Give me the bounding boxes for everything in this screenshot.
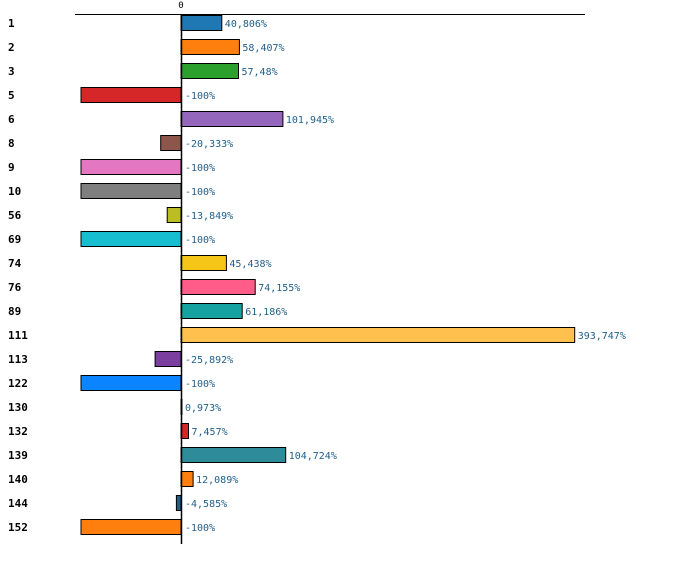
bar-56 xyxy=(166,207,182,223)
bar-10 xyxy=(80,183,182,199)
value-label: -4,585% xyxy=(185,499,227,510)
category-label: 139 xyxy=(8,449,28,462)
bar-76 xyxy=(180,279,256,295)
category-label: 6 xyxy=(8,113,15,126)
value-label: -100% xyxy=(185,379,215,390)
value-label: -100% xyxy=(185,187,215,198)
value-label: 57,48% xyxy=(242,67,278,78)
value-label: 45,438% xyxy=(229,259,271,270)
category-label: 8 xyxy=(8,137,15,150)
value-label: -13,849% xyxy=(185,211,233,222)
bar-8 xyxy=(160,135,182,151)
category-label: 113 xyxy=(8,353,28,366)
value-label: -20,333% xyxy=(185,139,233,150)
category-label: 2 xyxy=(8,41,15,54)
category-label: 89 xyxy=(8,305,21,318)
value-label: 74,155% xyxy=(258,283,300,294)
category-label: 74 xyxy=(8,257,22,270)
category-label: 140 xyxy=(8,473,28,486)
zero-tick-label: 0 xyxy=(178,1,183,11)
value-label: 40,806% xyxy=(225,19,267,30)
category-label: 152 xyxy=(8,521,28,534)
value-label: 104,724% xyxy=(289,451,337,462)
bar-1 xyxy=(180,15,223,31)
bar-9 xyxy=(80,159,182,175)
category-label: 69 xyxy=(8,233,21,246)
bar-152 xyxy=(80,519,182,535)
value-label: -100% xyxy=(185,523,215,534)
value-label: 101,945% xyxy=(286,115,334,126)
bar-139 xyxy=(180,447,287,463)
category-label: 3 xyxy=(8,65,15,78)
bar-74 xyxy=(180,255,227,271)
value-label: 7,457% xyxy=(192,427,228,438)
category-label: 10 xyxy=(8,185,21,198)
category-label: 130 xyxy=(8,401,28,414)
value-label: 12,089% xyxy=(196,475,238,486)
value-label: 393,747% xyxy=(578,331,626,342)
bar-6 xyxy=(180,111,284,127)
category-label: 1 xyxy=(8,17,15,30)
value-label: -25,892% xyxy=(185,355,233,366)
bar-5 xyxy=(80,87,182,103)
bar-2 xyxy=(180,39,240,55)
bar-144 xyxy=(175,495,182,511)
bar-113 xyxy=(154,351,182,367)
bar-111 xyxy=(180,327,576,343)
value-label: -100% xyxy=(185,163,215,174)
bar-140 xyxy=(180,471,194,487)
category-label: 122 xyxy=(8,377,28,390)
value-label: 0,973% xyxy=(185,403,221,414)
category-label: 132 xyxy=(8,425,28,438)
bar-89 xyxy=(180,303,243,319)
category-label: 5 xyxy=(8,89,15,102)
category-label: 76 xyxy=(8,281,22,294)
value-label: 61,186% xyxy=(245,307,287,318)
value-label: 58,407% xyxy=(242,43,284,54)
bar-69 xyxy=(80,231,182,247)
value-label: -100% xyxy=(185,235,215,246)
category-label: 111 xyxy=(8,329,28,342)
value-label: -100% xyxy=(185,91,215,102)
bar-122 xyxy=(80,375,182,391)
category-label: 144 xyxy=(8,497,28,510)
category-label: 9 xyxy=(8,161,15,174)
category-label: 56 xyxy=(8,209,22,222)
bar-3 xyxy=(180,63,239,79)
